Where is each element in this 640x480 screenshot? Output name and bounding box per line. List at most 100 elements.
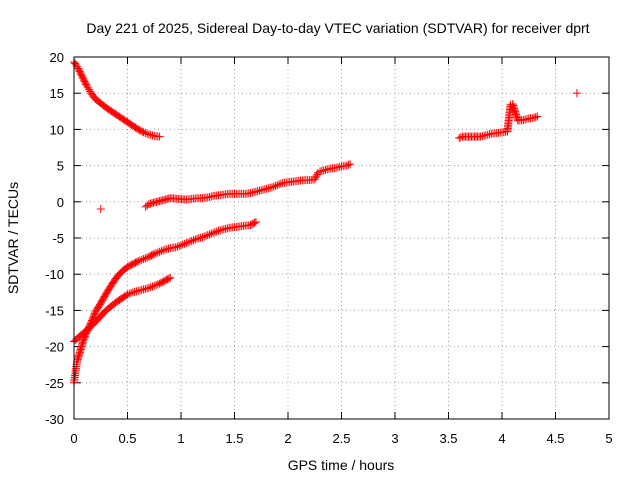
data-point-track-b-steep <box>180 239 189 248</box>
data-point-track-b-steep <box>173 242 182 251</box>
data-point-track-b-steep <box>184 238 193 247</box>
data-point-track-c-lower <box>144 283 153 292</box>
data-point-track-c-lower <box>127 289 136 298</box>
data-point-track-b-steep <box>185 237 194 246</box>
data-point-track-d-mid <box>312 172 321 181</box>
data-point-track-c-lower <box>146 283 155 292</box>
data-point-track-b-steep <box>203 231 212 240</box>
y-tick-label: 5 <box>57 159 64 174</box>
data-point-track-b-steep <box>141 254 150 263</box>
data-point-track-a-upper <box>139 128 148 137</box>
data-point-track-b-steep <box>189 236 198 245</box>
y-tick-label: -5 <box>52 231 64 246</box>
data-point-track-c-lower <box>166 273 175 282</box>
data-point-track-b-steep <box>250 218 259 227</box>
data-point-track-a-upper <box>84 85 93 94</box>
y-axis-label: SDTVAR / TECUs <box>5 182 21 294</box>
data-point-track-d-mid <box>311 173 320 182</box>
data-point-track-c-lower <box>152 281 161 290</box>
data-point-track-b-steep <box>171 243 180 252</box>
data-point-track-d-mid <box>271 181 280 190</box>
data-point-track-b-steep <box>209 228 218 237</box>
data-point-track-b-steep <box>150 249 159 258</box>
data-point-track-d-mid <box>276 179 285 188</box>
y-tick-label: -25 <box>45 376 64 391</box>
data-point-track-a-upper <box>143 129 152 138</box>
x-tick-label: 0 <box>70 431 77 446</box>
data-point-track-b-steep <box>212 227 221 236</box>
data-point-track-d-mid <box>346 160 355 169</box>
data-point-track-e-right <box>455 134 464 143</box>
data-point-track-a-upper <box>71 59 80 68</box>
x-tick-label: 3.5 <box>439 431 457 446</box>
data-point-track-c-lower <box>123 290 132 299</box>
data-point-track-b-steep <box>198 233 207 242</box>
data-point-track-a-upper <box>73 62 82 71</box>
data-point-track-e-right <box>530 113 539 122</box>
tick-layer: 0 0.5 1 1.5 2 2.5 3 3.5 4 4.5 5 -30 -25 -20 -15 -10 -5 0 5… <box>45 50 612 446</box>
data-point-track-d-mid <box>273 181 282 190</box>
data-point-track-d-mid <box>275 180 284 189</box>
x-tick-label: 5 <box>605 431 612 446</box>
x-tick-label: 3 <box>391 431 398 446</box>
data-point-track-b-steep <box>175 241 184 250</box>
data-point-track-b-steep <box>210 228 219 237</box>
data-point-track-a-upper <box>86 87 95 96</box>
data-point-track-c-lower <box>148 282 157 291</box>
data-point-track-b-steep <box>135 256 144 265</box>
data-point-track-b-steep <box>177 241 185 250</box>
data-point-track-c-lower <box>125 289 134 298</box>
data-point-track-b-steep <box>187 236 196 245</box>
grid-layer <box>74 57 609 419</box>
data-point-track-b-steep <box>139 254 148 263</box>
data-point-track-b-steep <box>159 246 168 255</box>
data-point-track-d-mid <box>310 175 319 184</box>
data-point-track-d-mid <box>344 160 353 169</box>
data-point-track-e-right <box>572 89 581 98</box>
data-point-track-b-steep <box>157 247 166 256</box>
data-point-track-b-steep <box>251 218 260 227</box>
data-point-track-c-lower <box>150 281 159 290</box>
data-point-track-a-upper <box>72 60 81 69</box>
data-point-track-e-right <box>531 113 540 122</box>
data-point-track-a-upper <box>141 129 150 138</box>
x-tick-label: 2.5 <box>332 431 350 446</box>
x-tick-label: 4.5 <box>546 431 564 446</box>
x-tick-label: 2 <box>284 431 291 446</box>
x-tick-label: 1 <box>177 431 184 446</box>
data-point-track-a-upper <box>82 81 91 90</box>
y-tick-label: -20 <box>45 340 64 355</box>
data-point-track-b-steep <box>200 232 209 241</box>
data-point-track-b-steep <box>152 249 161 258</box>
data-point-track-a-upper <box>155 132 164 141</box>
data-point-track-d-mid <box>313 168 322 177</box>
y-tick-label: -15 <box>45 303 64 318</box>
y-tick-label: 0 <box>57 195 64 210</box>
data-point-track-e-right <box>533 112 542 121</box>
y-tick-label: 20 <box>50 50 64 65</box>
data-point-track-b-steep <box>201 231 210 240</box>
data-point-track-b-steep <box>178 240 187 249</box>
x-tick-label: 4 <box>498 431 505 446</box>
chart-title: Day 221 of 2025, Sidereal Day-to-day VTE… <box>86 20 589 36</box>
data-point-track-b-steep <box>205 230 214 239</box>
y-tick-label: 10 <box>50 122 64 137</box>
data-point-track-d-mid <box>267 183 276 192</box>
y-tick-label: 15 <box>50 86 64 101</box>
y-tick-label: -10 <box>45 267 64 282</box>
x-tick-label: 1.5 <box>225 431 243 446</box>
data-point-track-b-steep <box>153 248 162 257</box>
data-point-track-a-upper <box>82 80 91 89</box>
data-marks <box>70 58 581 387</box>
data-point-track-b-steep <box>182 239 191 248</box>
x-tick-label: 0.5 <box>118 431 136 446</box>
plot-frame <box>73 56 610 420</box>
data-point-track-d-mid <box>96 205 105 214</box>
data-point-track-b-steep <box>155 247 164 256</box>
data-point-track-b-steep <box>191 235 200 244</box>
data-point-track-b-steep <box>134 257 143 266</box>
y-tick-label: -30 <box>45 412 64 427</box>
data-point-track-d-mid <box>269 182 278 191</box>
